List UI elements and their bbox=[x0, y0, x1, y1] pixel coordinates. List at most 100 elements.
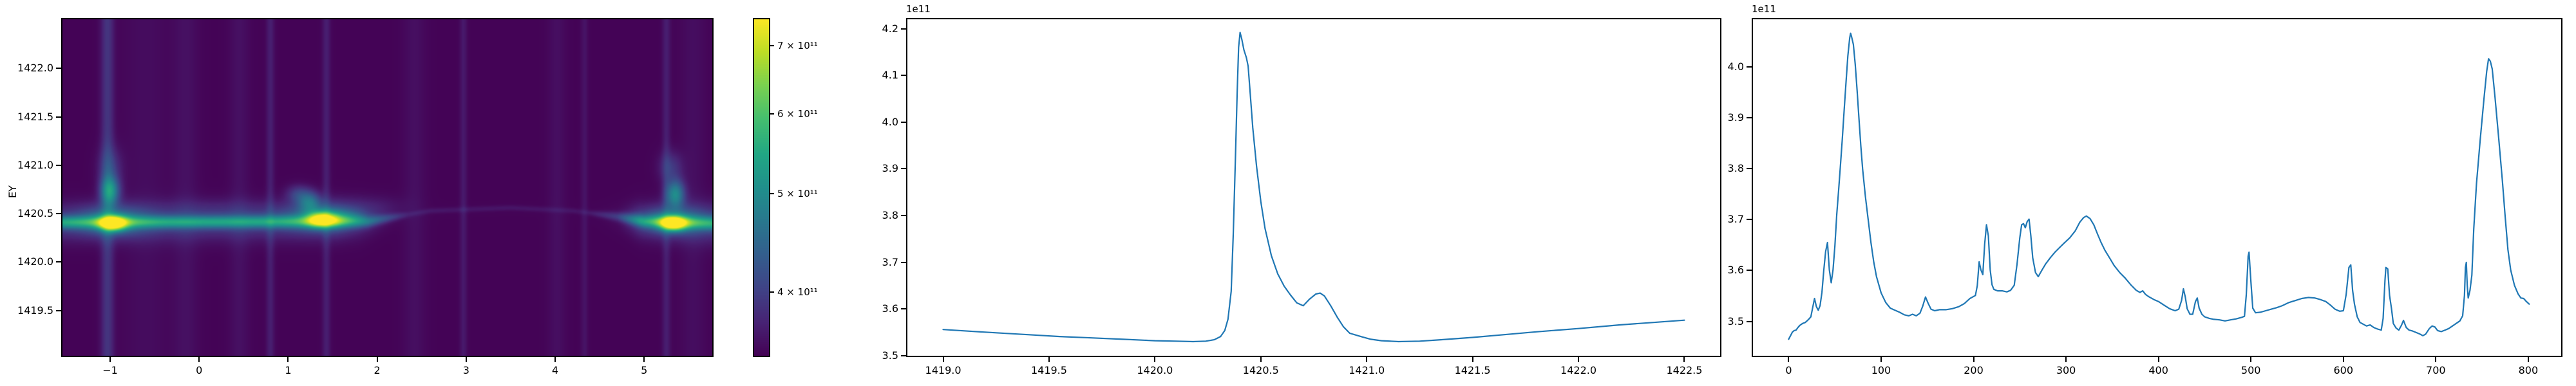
x-tick-label: 300 bbox=[2056, 364, 2076, 376]
y-tick-label: 1419.5 bbox=[17, 304, 53, 317]
x-tick-mark bbox=[1683, 357, 1685, 362]
x-tick-mark bbox=[198, 357, 200, 362]
x-tick-mark bbox=[287, 357, 289, 362]
colorbar-tick-mark bbox=[770, 45, 774, 47]
y-tick-mark bbox=[56, 213, 61, 215]
x-tick-label: 5 bbox=[641, 364, 648, 376]
x-tick-mark bbox=[376, 357, 378, 362]
colorbar-tick-label: 7 × 10¹¹ bbox=[777, 40, 818, 52]
x-tick-mark bbox=[1788, 357, 1790, 362]
x-tick-mark bbox=[554, 357, 556, 362]
y-tick-mark bbox=[56, 261, 61, 263]
x-tick-mark bbox=[942, 357, 944, 362]
y-tick-mark bbox=[901, 354, 906, 356]
x-tick-label: 700 bbox=[2426, 364, 2446, 376]
x-tick-label: 200 bbox=[1964, 364, 1984, 376]
y-tick-label: 3.8 bbox=[1727, 162, 1744, 175]
y-tick-mark bbox=[1747, 117, 1752, 119]
x-tick-mark bbox=[2435, 357, 2437, 362]
x-tick-mark bbox=[1880, 357, 1882, 362]
y-tick-mark bbox=[901, 121, 906, 123]
y-tick-label: 3.6 bbox=[1727, 264, 1744, 277]
x-tick-mark bbox=[1048, 357, 1050, 362]
y-tick-label: 3.6 bbox=[882, 302, 898, 315]
x-tick-label: 1419.0 bbox=[925, 364, 961, 376]
y-tick-mark bbox=[56, 309, 61, 311]
y-tick-label: 1422.0 bbox=[17, 62, 53, 75]
y-tick-mark bbox=[901, 308, 906, 310]
x-tick-label: 3 bbox=[462, 364, 469, 376]
x-tick-label: 800 bbox=[2518, 364, 2539, 376]
x-tick-label: 1420.0 bbox=[1137, 364, 1173, 376]
colorbar-tick-mark bbox=[770, 193, 774, 195]
x-tick-mark bbox=[2250, 357, 2252, 362]
spectrum-plot bbox=[942, 32, 1685, 343]
x-tick-label: 600 bbox=[2333, 364, 2354, 376]
x-tick-label: 4 bbox=[551, 364, 559, 376]
x-tick-label: 400 bbox=[2148, 364, 2168, 376]
y-tick-label: 4.0 bbox=[1727, 60, 1744, 73]
y-tick-label: 1420.5 bbox=[17, 207, 53, 220]
x-tick-mark bbox=[2065, 357, 2067, 362]
x-tick-label: 1422.5 bbox=[1666, 364, 1703, 376]
y-tick-mark bbox=[1747, 168, 1752, 170]
colorbar-tick-mark bbox=[770, 113, 774, 115]
y-tick-mark bbox=[56, 116, 61, 118]
y-tick-mark bbox=[56, 164, 61, 166]
y-tick-label: 1420.0 bbox=[17, 255, 53, 268]
x-tick-mark bbox=[1154, 357, 1156, 362]
x-tick-mark bbox=[1472, 357, 1473, 362]
x-tick-mark bbox=[109, 357, 111, 362]
y-axis-label-ey: EY bbox=[6, 185, 19, 198]
y-tick-mark bbox=[1747, 219, 1752, 221]
timeseries-plot bbox=[1788, 32, 2530, 340]
y-tick-label: 4.0 bbox=[882, 115, 898, 128]
y-tick-mark bbox=[1747, 320, 1752, 322]
x-tick-mark bbox=[2157, 357, 2159, 362]
timeseries-line bbox=[1788, 32, 2530, 340]
heatmap-canvas bbox=[61, 18, 714, 357]
x-tick-label: 2 bbox=[374, 364, 381, 376]
colorbar-tick-label: 6 × 10¹¹ bbox=[777, 107, 818, 120]
y-tick-label: 3.9 bbox=[1727, 111, 1744, 124]
x-tick-label: 500 bbox=[2240, 364, 2261, 376]
y-tick-mark bbox=[901, 28, 906, 30]
x-tick-label: 1421.5 bbox=[1454, 364, 1491, 376]
x-tick-label: 1421.0 bbox=[1349, 364, 1385, 376]
timeseries-offset-text: 1e11 bbox=[1752, 3, 1776, 15]
y-tick-label: 4.2 bbox=[882, 22, 898, 35]
spectrum-offset-text: 1e11 bbox=[906, 3, 931, 15]
x-tick-label: 1 bbox=[285, 364, 292, 376]
y-tick-label: 3.5 bbox=[1727, 315, 1744, 327]
colorbar-tick-label: 4 × 10¹¹ bbox=[777, 286, 818, 298]
x-tick-label: 1419.5 bbox=[1030, 364, 1067, 376]
x-tick-mark bbox=[465, 357, 467, 362]
colorbar-tick-label: 5 × 10¹¹ bbox=[777, 188, 818, 200]
y-tick-mark bbox=[1747, 66, 1752, 68]
x-tick-label: 1420.5 bbox=[1242, 364, 1279, 376]
x-tick-label: 100 bbox=[1871, 364, 1891, 376]
y-tick-mark bbox=[56, 68, 61, 69]
y-tick-mark bbox=[901, 261, 906, 263]
x-tick-label: 1422.0 bbox=[1560, 364, 1597, 376]
y-tick-mark bbox=[901, 75, 906, 77]
colorbar-tick-mark bbox=[770, 291, 774, 293]
y-tick-mark bbox=[901, 215, 906, 217]
y-tick-label: 3.7 bbox=[882, 255, 898, 268]
x-tick-label: −1 bbox=[102, 364, 118, 376]
x-tick-mark bbox=[2527, 357, 2529, 362]
y-tick-label: 3.5 bbox=[882, 349, 898, 362]
x-tick-mark bbox=[1578, 357, 1580, 362]
x-tick-mark bbox=[1260, 357, 1262, 362]
x-tick-mark bbox=[1973, 357, 1975, 362]
y-tick-label: 3.8 bbox=[882, 209, 898, 222]
x-tick-label: 0 bbox=[196, 364, 203, 376]
x-tick-mark bbox=[643, 357, 645, 362]
y-tick-label: 1421.0 bbox=[17, 158, 53, 171]
y-tick-label: 4.1 bbox=[882, 69, 898, 82]
spectrum-line bbox=[942, 32, 1685, 343]
colorbar-gradient bbox=[753, 18, 770, 357]
y-tick-label: 3.7 bbox=[1727, 213, 1744, 226]
x-tick-mark bbox=[1366, 357, 1368, 362]
